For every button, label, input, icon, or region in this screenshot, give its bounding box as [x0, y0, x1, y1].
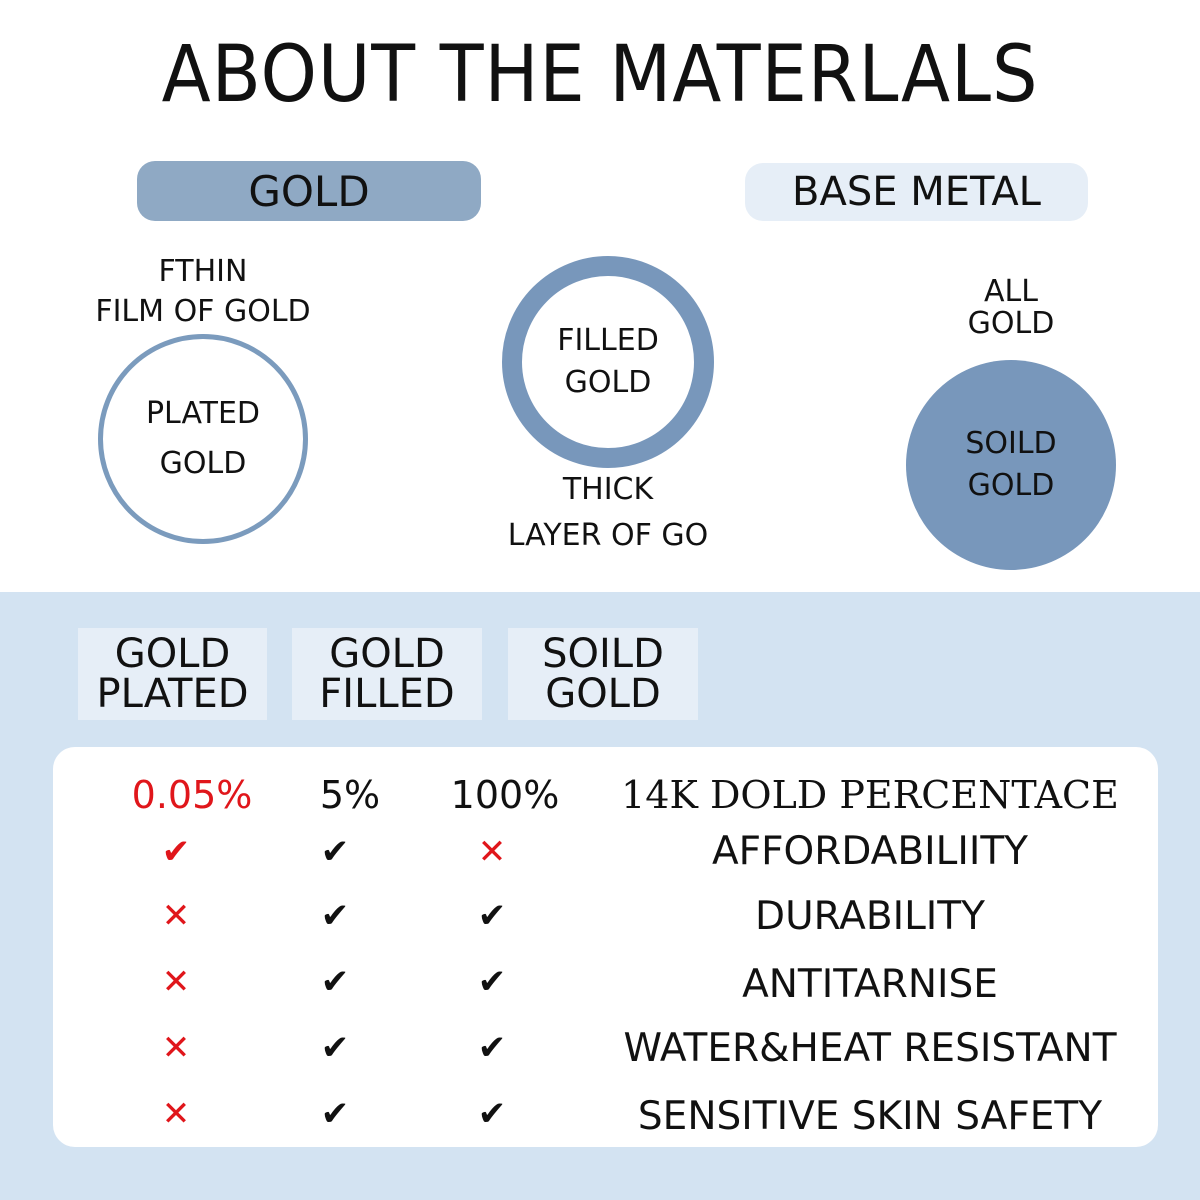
percentage-solid-gold: 100% [450, 773, 560, 817]
check-icon: ✔ [320, 962, 350, 1002]
solid-gold-circle: SOILD GOLD [906, 360, 1116, 570]
circle-label-line: SOILD [965, 426, 1057, 461]
feature-label: AFFORDABILIITY [712, 829, 1028, 874]
gold-pill: GOLD [137, 161, 481, 221]
comparison-card [53, 747, 1158, 1147]
feature-label: DURABILITY [755, 894, 985, 939]
header-gold-plated: GOLD PLATED [78, 628, 267, 720]
check-icon: ✔ [320, 896, 350, 936]
plated-gold-circle: PLATED GOLD [98, 334, 308, 544]
cross-icon: ✕ [161, 962, 191, 1002]
check-icon: ✔ [320, 1028, 350, 1068]
header-line: SOILD [542, 631, 664, 677]
filled-caption: THICK LAYER OF GO [470, 467, 746, 559]
feature-label: ANTITARNISE [742, 962, 998, 1007]
cross-icon: ✕ [161, 1028, 191, 1068]
header-line: FILLED [319, 671, 455, 717]
solid-caption-line: GOLD [967, 306, 1055, 341]
cross-icon: ✕ [161, 1094, 191, 1134]
header-solid-gold: SOILD GOLD [508, 628, 698, 720]
feature-label: WATER&HEAT RESISTANT [623, 1026, 1117, 1071]
plated-caption-line: FTHIN [158, 254, 248, 289]
percentage-gold-filled: 5% [319, 773, 381, 817]
base-metal-pill: BASE METAL [745, 163, 1088, 221]
header-line: PLATED [96, 671, 249, 717]
check-icon: ✔ [477, 962, 507, 1002]
header-gold-filled: GOLD FILLED [292, 628, 482, 720]
feature-label: SENSITIVE SKIN SAFETY [637, 1094, 1103, 1139]
check-icon: ✔ [477, 1094, 507, 1134]
check-icon: ✔ [320, 832, 350, 872]
cross-icon: ✕ [161, 896, 191, 936]
solid-caption-line: ALL [984, 274, 1038, 309]
header-line: GOLD [114, 631, 231, 677]
filled-gold-circle: FILLED GOLD [502, 256, 714, 468]
check-icon: ✔ [161, 832, 191, 872]
circle-label-line: FILLED [557, 323, 659, 358]
circle-label-line: GOLD [967, 468, 1055, 503]
plated-caption-line: FILM OF GOLD [95, 294, 311, 329]
page-title: ABOUT THE MATERLALS [161, 30, 1039, 120]
percentage-gold-plated: 0.05% [131, 773, 253, 817]
circle-label-line: GOLD [564, 365, 652, 400]
circle-label-line: PLATED [145, 396, 261, 431]
header-line: GOLD [545, 671, 661, 717]
cross-icon: ✕ [477, 832, 507, 872]
plated-caption: FTHIN FILM OF GOLD [60, 252, 346, 332]
circle-label-line: GOLD [159, 446, 247, 481]
check-icon: ✔ [477, 896, 507, 936]
check-icon: ✔ [477, 1028, 507, 1068]
check-icon: ✔ [320, 1094, 350, 1134]
filled-caption-line: LAYER OF GO [507, 518, 709, 553]
percentage-label: 14K DOLD PERCENTACE [621, 773, 1119, 817]
filled-caption-line: THICK [562, 472, 654, 507]
solid-caption: ALL GOLD [930, 276, 1092, 340]
header-line: GOLD [329, 631, 445, 677]
